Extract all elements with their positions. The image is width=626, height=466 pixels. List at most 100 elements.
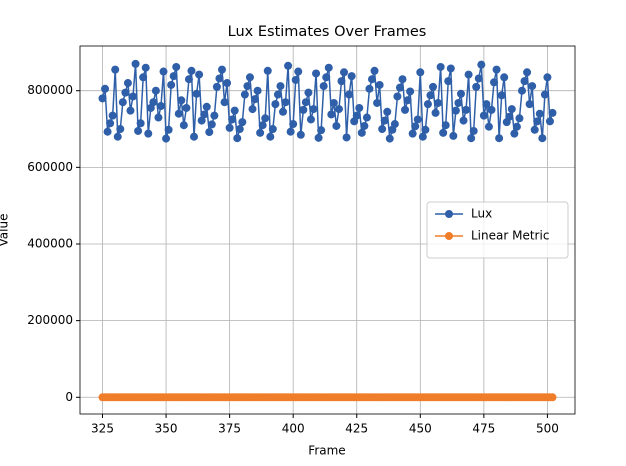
data-point — [515, 114, 524, 123]
data-point — [416, 68, 425, 77]
data-point — [429, 82, 438, 91]
data-point — [383, 107, 392, 116]
data-point — [533, 117, 542, 126]
data-point — [535, 109, 544, 118]
data-point — [449, 131, 458, 140]
data-point — [456, 89, 465, 98]
data-point — [235, 125, 244, 134]
data-point — [357, 128, 366, 137]
x-tick-label: 350 — [155, 422, 178, 436]
x-tick-label: 475 — [472, 422, 495, 436]
data-point — [144, 129, 153, 138]
data-point — [111, 65, 120, 74]
data-point — [505, 112, 514, 121]
x-tick-label: 325 — [91, 422, 114, 436]
data-point — [266, 132, 275, 141]
data-point — [398, 75, 407, 84]
data-point — [271, 100, 280, 109]
data-point — [215, 74, 224, 83]
data-point — [129, 92, 138, 101]
data-point — [462, 105, 471, 114]
data-point — [548, 108, 557, 117]
data-point — [378, 125, 387, 134]
data-point — [487, 105, 496, 114]
data-point — [113, 132, 122, 141]
data-point — [390, 120, 399, 129]
data-point — [418, 132, 427, 141]
data-point — [543, 73, 552, 82]
y-axis-label: Value — [0, 214, 11, 247]
data-point — [177, 96, 186, 105]
data-point — [131, 59, 140, 68]
data-point — [393, 92, 402, 101]
data-point — [528, 82, 537, 91]
chart-title: Lux Estimates Over Frames — [228, 24, 427, 40]
data-point — [490, 78, 499, 87]
x-tick-label: 425 — [345, 422, 368, 436]
data-point — [306, 115, 315, 124]
data-point — [284, 61, 293, 70]
data-point — [279, 107, 288, 116]
data-point — [210, 111, 219, 120]
data-point — [291, 75, 300, 84]
data-point — [459, 116, 468, 125]
data-point — [370, 66, 379, 75]
data-point — [431, 108, 440, 117]
data-point — [477, 60, 486, 69]
data-point — [324, 63, 333, 72]
data-point — [151, 86, 160, 95]
data-point — [545, 117, 554, 126]
data-point — [314, 133, 323, 142]
legend-label: Linear Metric — [471, 229, 549, 243]
y-tick-label: 600000 — [27, 160, 73, 174]
data-point — [212, 82, 221, 91]
y-tick-label: 400000 — [27, 236, 73, 250]
data-point — [202, 102, 211, 111]
data-point — [327, 110, 336, 119]
data-point — [182, 103, 191, 112]
data-point — [510, 129, 519, 138]
data-point — [261, 114, 270, 123]
data-point — [233, 134, 242, 143]
data-point — [319, 82, 328, 91]
data-point — [172, 62, 181, 71]
data-point — [238, 118, 247, 127]
data-point — [408, 129, 417, 138]
y-tick-label: 800000 — [27, 83, 73, 97]
data-point — [164, 125, 173, 134]
x-tick-label: 500 — [536, 422, 559, 436]
legend: Lux Linear Metric — [426, 201, 569, 259]
data-point — [225, 123, 234, 132]
series-line — [101, 63, 554, 139]
data-point — [103, 127, 112, 136]
data-point — [141, 63, 150, 72]
data-point — [423, 100, 432, 109]
data-point — [444, 77, 453, 86]
data-point — [362, 113, 371, 122]
data-point — [517, 86, 526, 95]
data-point — [179, 121, 188, 130]
data-point — [240, 90, 249, 99]
data-point — [281, 98, 290, 107]
data-point — [395, 83, 404, 92]
legend-box — [426, 201, 569, 259]
data-point — [223, 79, 232, 88]
data-point — [329, 98, 338, 107]
data-point — [401, 105, 410, 114]
data-point — [243, 82, 252, 91]
data-point — [454, 98, 463, 107]
data-point — [413, 115, 422, 124]
data-point — [360, 121, 369, 130]
data-point — [134, 126, 143, 135]
data-point — [352, 111, 361, 120]
y-tick-label: 0 — [65, 390, 73, 404]
data-point — [540, 90, 549, 99]
data-point — [149, 98, 158, 107]
data-point — [162, 134, 171, 143]
data-point — [156, 102, 165, 111]
data-point — [207, 120, 216, 129]
data-point — [296, 130, 305, 139]
data-point — [406, 87, 415, 96]
data-point — [520, 77, 529, 86]
data-point — [294, 67, 303, 76]
